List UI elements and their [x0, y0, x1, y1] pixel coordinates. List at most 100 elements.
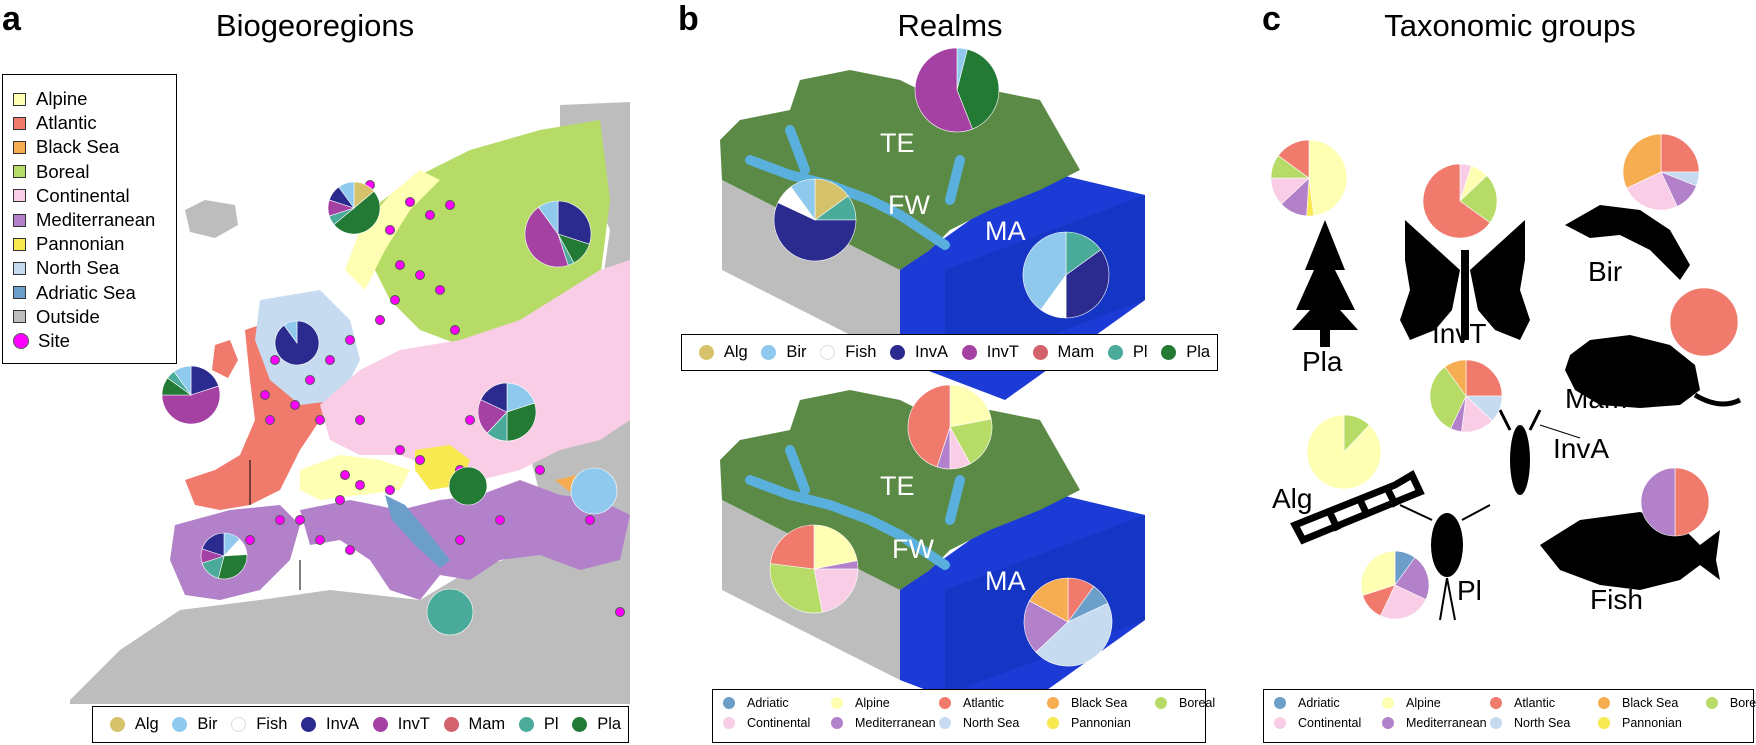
- region-adriatic-sea: [385, 495, 450, 568]
- legend-dot-adriatic: [723, 697, 735, 709]
- legend-label: Continental: [747, 716, 811, 730]
- legend-swatch-boreal: [13, 165, 26, 179]
- pie-realm-fw-slice-3: [777, 186, 816, 221]
- taxon-legend-b-item-mam: Mam: [1032, 343, 1095, 362]
- region-mediterranean-iberia: [170, 505, 300, 600]
- pie-inva-slice-1: [1465, 395, 1503, 422]
- legend-dot-mam: [1032, 345, 1048, 360]
- legend-label: Alpine: [36, 88, 88, 110]
- legend-swatch-black-sea: [13, 140, 26, 154]
- pie-atlantic-slice-3: [167, 371, 192, 396]
- legend-item-site: Site: [13, 329, 176, 353]
- pie-continental-slice-3: [477, 399, 508, 434]
- legend-item-alpine: Alpine: [13, 87, 176, 111]
- pie-realm-te-regions-slice-2: [949, 426, 971, 470]
- region-legend-b-item-continental: Continental: [723, 716, 831, 730]
- label-mam: Mam: [1565, 383, 1628, 414]
- pie-pl-slice-3: [1362, 584, 1396, 617]
- taxon-legend-b-item-pl: Pl: [1107, 343, 1148, 362]
- legend-label: Atlantic: [963, 696, 1004, 710]
- pie-realm-fw-regions-slice-0: [813, 524, 858, 570]
- pie-alpine-slice-0: [353, 181, 375, 209]
- pie-alpine-slice-5: [338, 181, 355, 209]
- legend-label: Alpine: [855, 696, 890, 710]
- pie-realm-te-regions-slice-0: [949, 384, 992, 428]
- legend-label: Mediterranean: [1406, 716, 1487, 730]
- legend-item-continental: Continental: [13, 184, 176, 208]
- taxon-legend-a-item-pl: Pl: [518, 715, 559, 734]
- legend-dot-fish: [231, 717, 247, 732]
- pie-alpine-slice-4: [328, 186, 355, 209]
- pie-bir-slice-4: [1622, 133, 1662, 189]
- region-continental: [320, 260, 630, 480]
- taxon-legend-a-item-invt: InvT: [372, 715, 430, 734]
- pie-alpine-slice-2: [328, 207, 355, 225]
- taxon-legend-b-item-inva: InvA: [890, 343, 948, 362]
- outside-land-iceland: [185, 200, 238, 238]
- pie-bir-slice-3: [1626, 171, 1678, 211]
- legend-label: InvA: [326, 715, 360, 733]
- label-pl: Pl: [1457, 575, 1482, 606]
- pie-pla-slice-4: [1270, 155, 1310, 179]
- legend-dot-pla: [1161, 345, 1177, 360]
- pie-black-sea: [570, 467, 618, 515]
- svg-text:FW: FW: [892, 534, 934, 564]
- legend-swatch-alpine: [13, 92, 26, 106]
- pie-alg-slice-1: [1306, 414, 1382, 490]
- legend-label: Pla: [1186, 343, 1211, 361]
- legend-dot-atlantic: [1490, 697, 1502, 709]
- pie-invt: [1422, 163, 1498, 239]
- legend-label: Mam: [1057, 343, 1095, 361]
- legend-label: Alpine: [1406, 696, 1441, 710]
- legend-label: Mediterranean: [855, 716, 936, 730]
- legend-dot-inva: [301, 717, 317, 732]
- region-legend-c-item-pannonian: Pannonian: [1598, 716, 1706, 730]
- pie-pla-slice-1: [1306, 177, 1315, 217]
- pie-realm-fw-regions-slice-4: [770, 524, 815, 570]
- taxon-legend-b-item-invt: InvT: [961, 343, 1019, 362]
- pie-north-sea-slice-1: [283, 320, 298, 344]
- legend-label: Pla: [597, 715, 622, 733]
- region-pannonian: [415, 445, 470, 490]
- pie-realm-fw: [773, 178, 857, 262]
- legend-label: Pannonian: [1622, 716, 1682, 730]
- pie-bir-slice-0: [1660, 133, 1700, 173]
- legend-dot-fish: [820, 345, 836, 360]
- taxon-legend-a-item-fish: Fish: [231, 715, 287, 734]
- pie-realm-fw-slice-4: [790, 178, 816, 221]
- pie-realm-fw-slice-0: [814, 178, 849, 221]
- legend-label: Bir: [786, 343, 807, 361]
- pie-realm-te-regions-slice-3: [936, 426, 951, 470]
- pie-alpine-slice-3: [327, 199, 355, 217]
- legend-dot-inva: [890, 345, 906, 360]
- region-legend-c-item-boreal: Boreal: [1706, 696, 1756, 710]
- legend-label: Site: [38, 329, 70, 351]
- pie-bir: [1622, 133, 1700, 211]
- region-legend-b-item-atlantic: Atlantic: [939, 696, 1047, 710]
- pie-realm-ma-regions-slice-4: [1029, 577, 1069, 623]
- region-legend-c-item-north-sea: North Sea: [1490, 716, 1598, 730]
- svg-text:MA: MA: [985, 216, 1026, 246]
- legend-dot-alg: [698, 345, 714, 360]
- region-legend-b-item-black-sea: Black Sea: [1047, 696, 1155, 710]
- legend-label: Atlantic: [36, 112, 97, 134]
- legend-item-pannonian: Pannonian: [13, 232, 176, 256]
- legend-item-mediterranean: Mediterranean: [13, 208, 176, 232]
- river-top: [745, 125, 965, 250]
- legend-swatch-site: [13, 332, 29, 349]
- taxon-legend-a-item-bir: Bir: [172, 715, 218, 734]
- label-bir: Bir: [1588, 256, 1623, 287]
- legend-label: InvA: [915, 343, 949, 361]
- pie-continental-slice-1: [506, 402, 537, 442]
- legend-dot-boreal: [1706, 697, 1718, 709]
- region-legend-b-item-pannonian: Pannonian: [1047, 716, 1155, 730]
- legend-label: Black Sea: [36, 136, 120, 158]
- region-mediterranean-italy-balkans: [300, 480, 630, 600]
- legend-label: Continental: [1298, 716, 1362, 730]
- legend-item-adriatic-sea: Adriatic Sea: [13, 281, 176, 305]
- pie-alg: [1306, 414, 1382, 490]
- pie-pannonian-slice-0: [448, 466, 488, 506]
- legend-dot-pannonian: [1047, 717, 1059, 729]
- legend-label: Bir: [197, 715, 218, 733]
- pie-boreal: [524, 200, 592, 268]
